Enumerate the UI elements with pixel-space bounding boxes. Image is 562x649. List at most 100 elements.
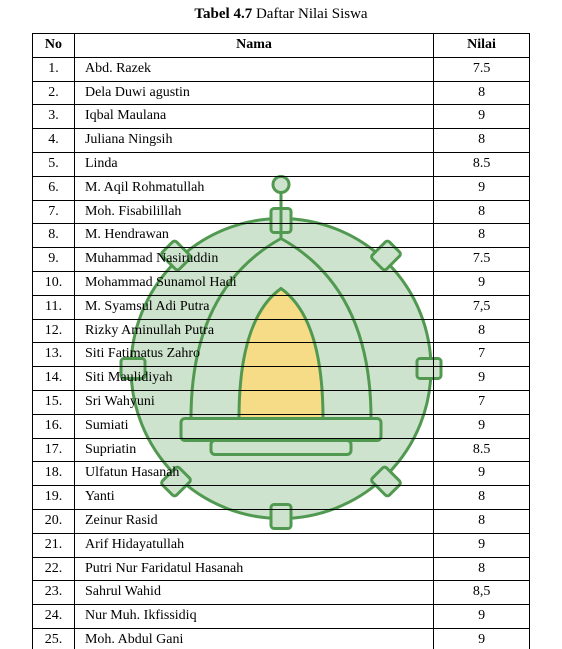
table-title-bold: Tabel 4.7: [194, 6, 252, 22]
cell-nama: Iqbal Maulana: [74, 105, 433, 129]
cell-nama: Dela Duwi agustin: [74, 81, 433, 105]
cell-nama: M. Hendrawan: [74, 224, 433, 248]
table-row: 21.Arif Hidayatullah9: [33, 533, 530, 557]
cell-nama: Linda: [74, 152, 433, 176]
cell-nilai: 9: [434, 414, 530, 438]
cell-nilai: 9: [434, 605, 530, 629]
table-row: 20.Zeinur Rasid8: [33, 509, 530, 533]
cell-nilai: 8: [434, 224, 530, 248]
cell-nilai: 9: [434, 533, 530, 557]
table-row: 19.Yanti8: [33, 486, 530, 510]
cell-nama: Zeinur Rasid: [74, 509, 433, 533]
table-row: 8.M. Hendrawan8: [33, 224, 530, 248]
table-row: 2.Dela Duwi agustin8: [33, 81, 530, 105]
cell-nama: M. Syamsul Adi Putra: [74, 295, 433, 319]
cell-nilai: 9: [434, 176, 530, 200]
cell-nama: Mohammad Sunamol Hadi: [74, 271, 433, 295]
cell-no: 15.: [33, 390, 75, 414]
cell-nilai: 8.5: [434, 152, 530, 176]
cell-nama: Yanti: [74, 486, 433, 510]
table-row: 13.Siti Fatimatus Zahro7: [33, 343, 530, 367]
cell-nama: Putri Nur Faridatul Hasanah: [74, 557, 433, 581]
cell-nilai: 7.5: [434, 57, 530, 81]
cell-no: 23.: [33, 581, 75, 605]
cell-no: 25.: [33, 628, 75, 649]
cell-nama: Rizky Aminullah Putra: [74, 319, 433, 343]
cell-no: 7.: [33, 200, 75, 224]
cell-no: 21.: [33, 533, 75, 557]
table-row: 11.M. Syamsul Adi Putra7,5: [33, 295, 530, 319]
cell-no: 17.: [33, 438, 75, 462]
table-row: 12.Rizky Aminullah Putra8: [33, 319, 530, 343]
cell-no: 20.: [33, 509, 75, 533]
table-row: 6.M. Aqil Rohmatullah9: [33, 176, 530, 200]
cell-no: 9.: [33, 248, 75, 272]
cell-nilai: 8: [434, 200, 530, 224]
cell-no: 1.: [33, 57, 75, 81]
cell-nama: Siti Maulidiyah: [74, 367, 433, 391]
cell-nilai: 8: [434, 129, 530, 153]
table-row: 5.Linda8.5: [33, 152, 530, 176]
cell-no: 12.: [33, 319, 75, 343]
col-no: No: [33, 34, 75, 58]
cell-no: 19.: [33, 486, 75, 510]
cell-nilai: 8.5: [434, 438, 530, 462]
cell-nilai: 7: [434, 343, 530, 367]
cell-nama: Sahrul Wahid: [74, 581, 433, 605]
cell-nama: Arif Hidayatullah: [74, 533, 433, 557]
cell-no: 14.: [33, 367, 75, 391]
table-row: 23.Sahrul Wahid8,5: [33, 581, 530, 605]
table-row: 10.Mohammad Sunamol Hadi9: [33, 271, 530, 295]
cell-nilai: 8: [434, 557, 530, 581]
cell-nama: Muhammad Nasiruddin: [74, 248, 433, 272]
cell-nama: Siti Fatimatus Zahro: [74, 343, 433, 367]
cell-nilai: 7.5: [434, 248, 530, 272]
cell-nilai: 9: [434, 271, 530, 295]
col-nama: Nama: [74, 34, 433, 58]
table-row: 17.Supriatin8.5: [33, 438, 530, 462]
cell-no: 22.: [33, 557, 75, 581]
table-row: 18.Ulfatun Hasanah9: [33, 462, 530, 486]
cell-nilai: 8: [434, 509, 530, 533]
cell-nilai: 9: [434, 105, 530, 129]
cell-nama: M. Aqil Rohmatullah: [74, 176, 433, 200]
table-title: Tabel 4.7 Daftar Nilai Siswa: [0, 6, 562, 23]
table-row: 16.Sumiati9: [33, 414, 530, 438]
table-row: 15.Sri Wahyuni7: [33, 390, 530, 414]
cell-nama: Nur Muh. Ikfissidiq: [74, 605, 433, 629]
cell-nilai: 7: [434, 390, 530, 414]
cell-nilai: 9: [434, 628, 530, 649]
cell-nilai: 8,5: [434, 581, 530, 605]
cell-nama: Moh. Abdul Gani: [74, 628, 433, 649]
table-header-row: No Nama Nilai: [33, 34, 530, 58]
cell-no: 18.: [33, 462, 75, 486]
cell-nama: Supriatin: [74, 438, 433, 462]
cell-nama: Abd. Razek: [74, 57, 433, 81]
table-row: 22.Putri Nur Faridatul Hasanah8: [33, 557, 530, 581]
cell-nama: Moh. Fisabilillah: [74, 200, 433, 224]
cell-no: 6.: [33, 176, 75, 200]
cell-nama: Ulfatun Hasanah: [74, 462, 433, 486]
table-row: 25.Moh. Abdul Gani9: [33, 628, 530, 649]
cell-no: 13.: [33, 343, 75, 367]
col-nilai: Nilai: [434, 34, 530, 58]
table-row: 4.Juliana Ningsih8: [33, 129, 530, 153]
table-row: 14.Siti Maulidiyah9: [33, 367, 530, 391]
cell-nilai: 8: [434, 81, 530, 105]
cell-nilai: 8: [434, 486, 530, 510]
table-row: 1.Abd. Razek7.5: [33, 57, 530, 81]
table-row: 24.Nur Muh. Ikfissidiq9: [33, 605, 530, 629]
cell-no: 5.: [33, 152, 75, 176]
nilai-table: No Nama Nilai 1.Abd. Razek7.52.Dela Duwi…: [32, 33, 530, 649]
cell-no: 24.: [33, 605, 75, 629]
table-row: 9.Muhammad Nasiruddin7.5: [33, 248, 530, 272]
cell-no: 10.: [33, 271, 75, 295]
cell-no: 8.: [33, 224, 75, 248]
cell-no: 2.: [33, 81, 75, 105]
cell-nama: Sumiati: [74, 414, 433, 438]
cell-no: 4.: [33, 129, 75, 153]
cell-nama: Sri Wahyuni: [74, 390, 433, 414]
table-row: 7.Moh. Fisabilillah8: [33, 200, 530, 224]
table-title-rest: Daftar Nilai Siswa: [252, 6, 367, 22]
cell-no: 16.: [33, 414, 75, 438]
